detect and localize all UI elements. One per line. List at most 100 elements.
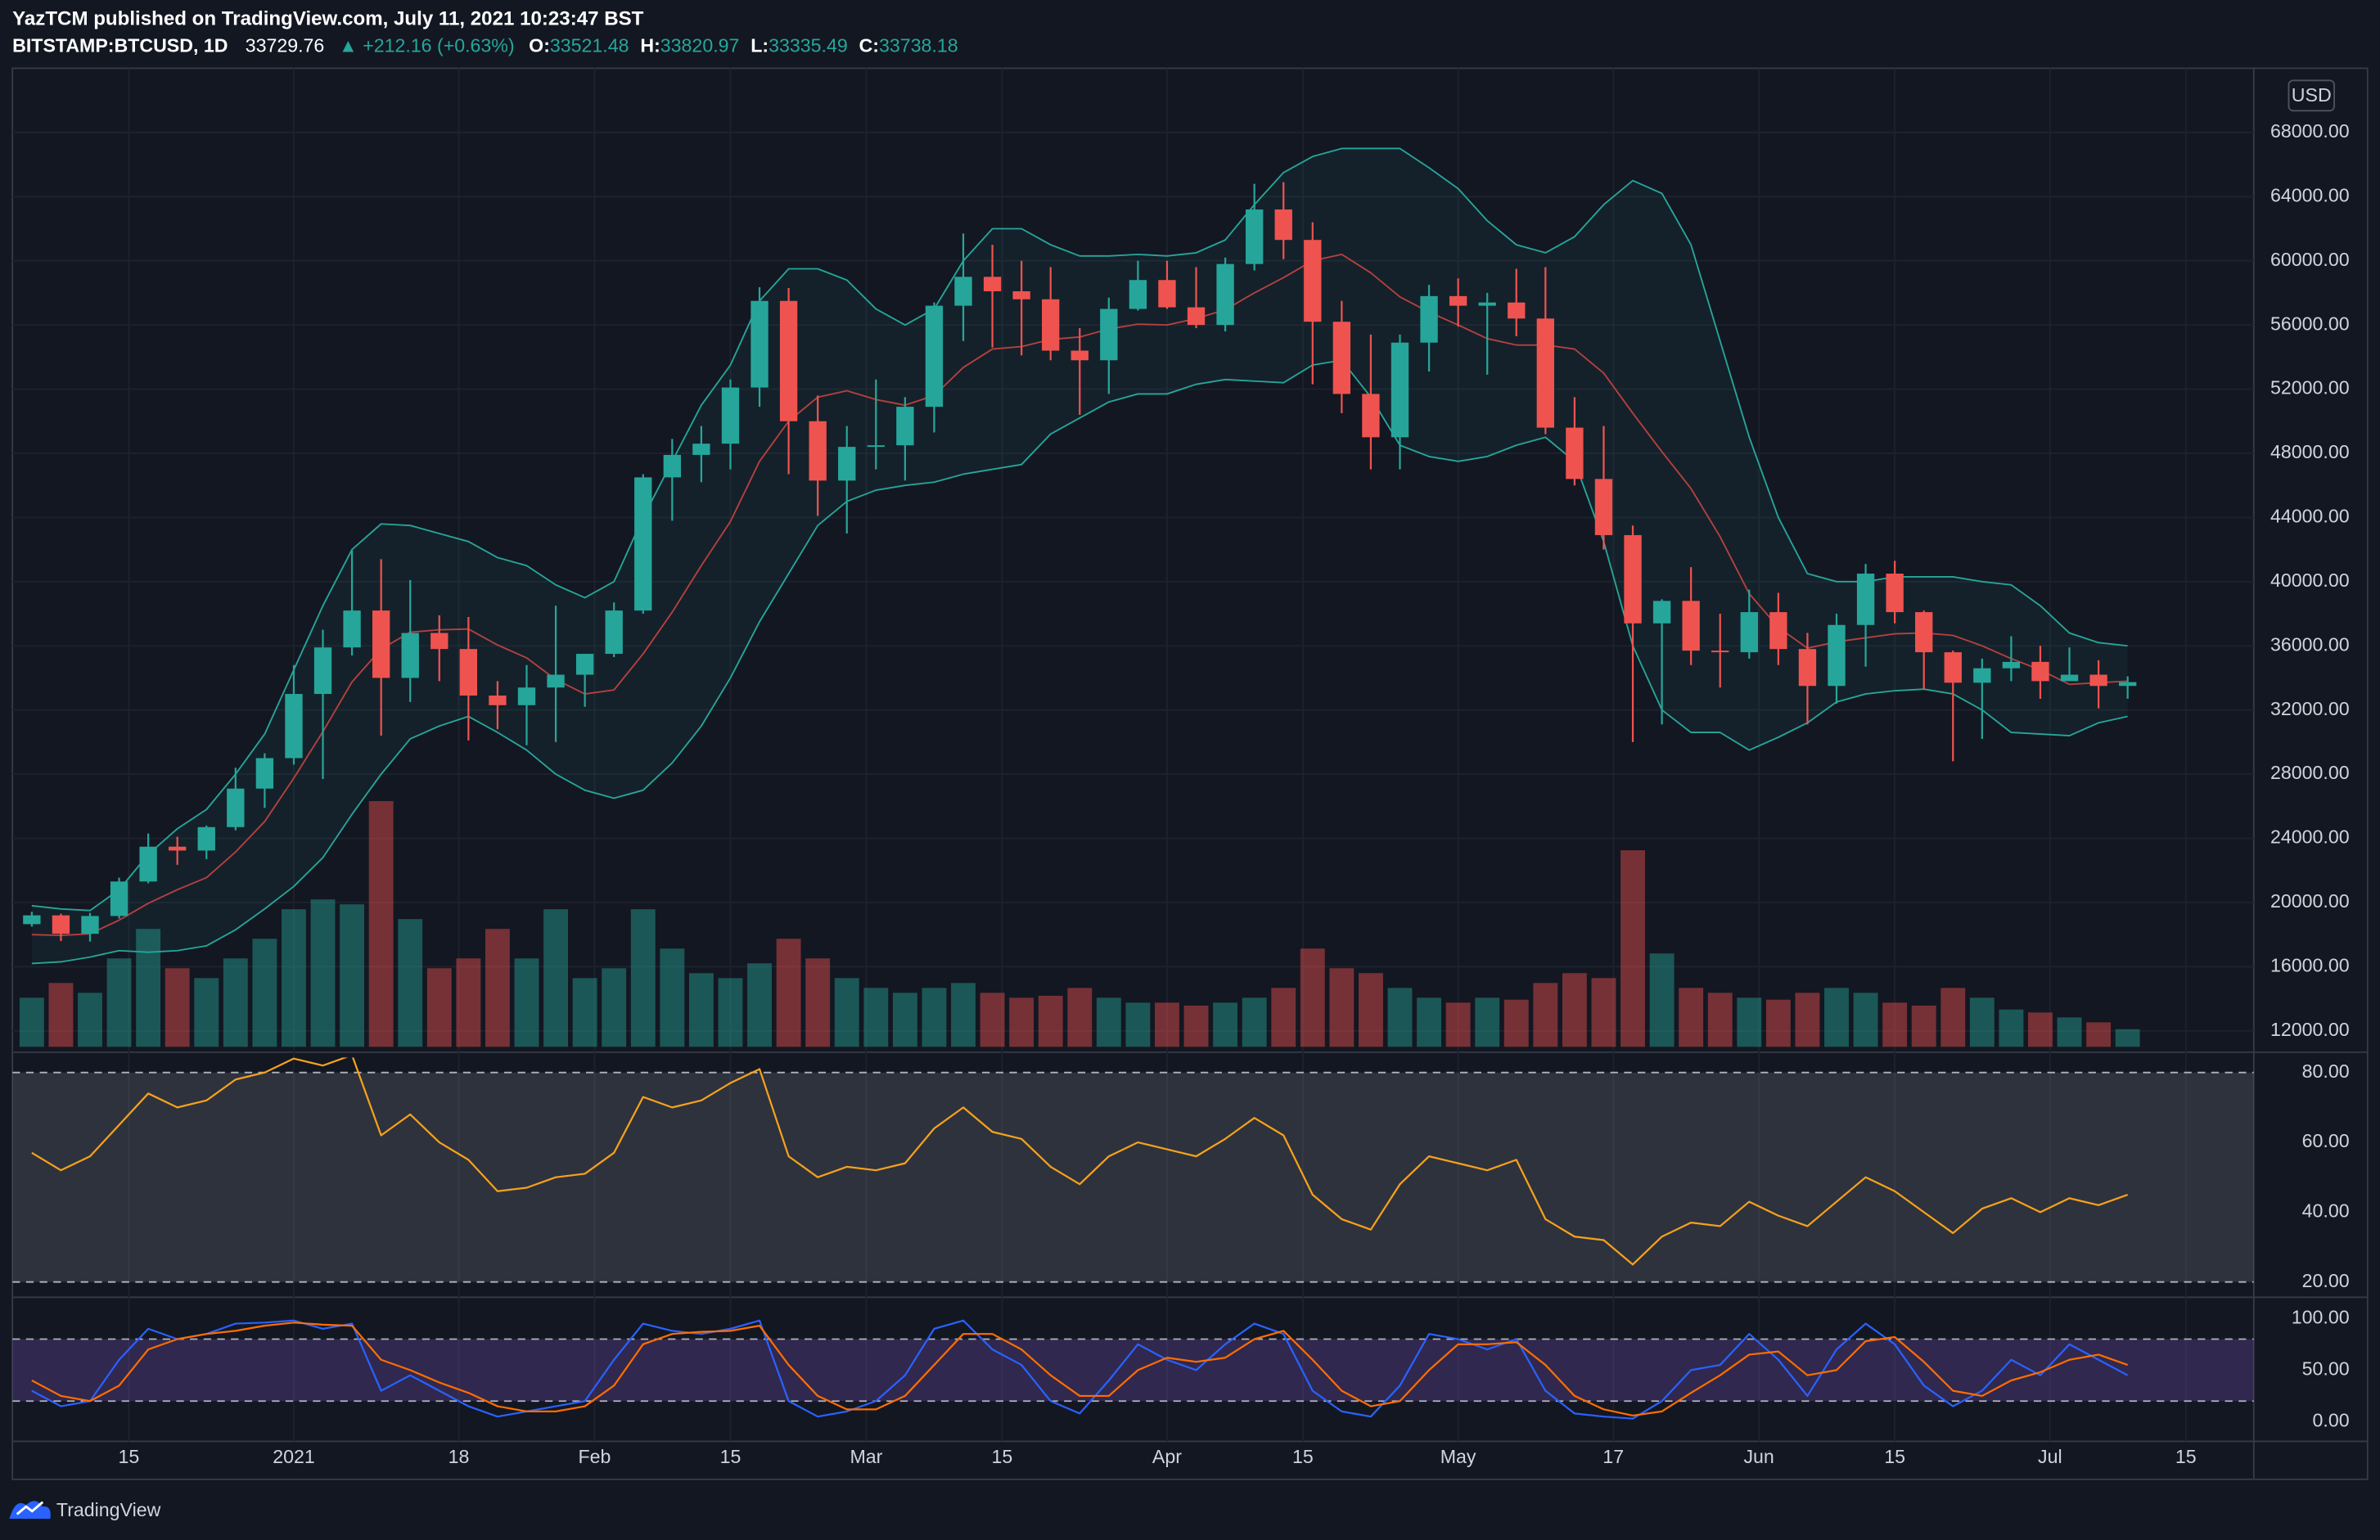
y-tick-label: 16000.00 [2270,954,2350,975]
volume-bar [747,963,772,1047]
candle-body [867,445,885,448]
candle-body [1624,534,1642,624]
candle-body [197,826,215,851]
volume-bar [922,988,947,1047]
x-tick-label: Apr [1152,1446,1182,1467]
candle-body [401,633,419,678]
volume-bar [892,993,917,1047]
candle-body [1332,322,1351,394]
volume-bar [718,978,743,1047]
volume-bar [1911,1005,1936,1047]
candle-body [430,633,449,650]
volume-bar [660,948,685,1047]
volume-bar [1009,997,1034,1047]
currency-box [2288,79,2335,112]
volume-bar [252,939,277,1047]
symbol: BITSTAMP:BTCUSD, 1D [12,35,228,56]
candle-body [1012,290,1030,299]
volume-bar [1737,997,1762,1047]
y-tick-label: 52000.00 [2270,377,2350,399]
volume-bar [78,993,102,1047]
candle-body [2002,661,2021,669]
candle-body [517,687,536,705]
volume-bar [1067,988,1093,1047]
volume-bar [165,968,190,1047]
volume-bar [426,968,452,1047]
ohlc-value: 33820.97 [660,35,740,56]
candle-body [547,674,565,688]
volume-bar [543,909,569,1047]
candle-body [1769,612,1787,650]
volume-bar [1271,988,1296,1047]
volume-bar [485,929,510,1047]
volume-bar [106,958,132,1047]
stoch-pane [12,1319,2254,1420]
ohlc-value: 33521.48 [550,35,629,56]
rsi-line [31,1057,2129,1266]
volume-bar [1853,993,1878,1047]
volume-bar [951,983,976,1047]
volume-bar [834,978,859,1047]
candle-body [721,387,740,444]
publish-line: YazTCM published on TradingView.com, Jul… [12,7,644,29]
candle-body [1391,342,1409,438]
grid [12,68,2254,1442]
x-tick-label: 17 [1602,1446,1624,1467]
volume-bar [1941,988,1966,1047]
volume-bar [1445,1002,1471,1047]
y-tick-label: 28000.00 [2270,762,2350,783]
last-price: 33729.76 [246,35,325,56]
volume-bar [1969,997,1995,1047]
volume-bar [136,929,161,1047]
band-fill [12,1339,2254,1402]
volume-bar [1882,1002,1908,1047]
candle-body [954,277,972,306]
candle-body [1129,280,1147,309]
y-tick-label: 50.00 [2302,1358,2350,1379]
candle-body [634,477,652,611]
volume-bar [1096,997,1121,1047]
volume-bar [1183,1005,1209,1047]
candle-body [983,277,1002,291]
volume-bar [2028,1012,2053,1047]
volume-bar [1475,997,1500,1047]
candle-body [1478,302,1496,306]
candle-body [1536,318,1554,428]
volume-bar [1795,993,1820,1047]
candle-body [1740,612,1758,653]
candle-body [1420,295,1438,343]
x-tick-label: 2021 [273,1446,315,1467]
volume-bar [1824,988,1849,1047]
volume-bar [1679,988,1704,1047]
candle-body [1566,427,1584,480]
volume-bar [1155,1002,1179,1047]
x-tick-label: 15 [2175,1446,2197,1467]
y-tick-label: 56000.00 [2270,313,2350,334]
x-tick-label: 15 [1884,1446,1905,1467]
ohlc-value: 33738.18 [879,35,958,56]
volume-bar [2115,1029,2140,1047]
volume-bar [805,958,831,1047]
candle-body [2031,661,2049,682]
candle-body [2089,674,2107,687]
stoch-line [31,1322,2129,1417]
brand: TradingView [56,1499,161,1520]
price-pane [19,147,2140,1047]
volume-bar [194,978,219,1047]
candle-body [1100,308,1118,361]
y-tick-label: 20000.00 [2270,890,2350,912]
volume-bar [282,909,306,1047]
ohlc-value: 33335.49 [769,35,848,56]
y-tick-label: 68000.00 [2270,120,2350,142]
candle-body [1828,624,1846,687]
candle-body [1973,668,1991,683]
volume-bar [688,973,714,1047]
candle-body [575,654,594,675]
volume-bar [368,801,394,1047]
volume-bar [980,993,1005,1047]
band-fill [12,1072,2254,1282]
volume-bar [1417,997,1442,1047]
candle-body [1158,280,1176,308]
x-tick-label: May [1440,1446,1476,1467]
